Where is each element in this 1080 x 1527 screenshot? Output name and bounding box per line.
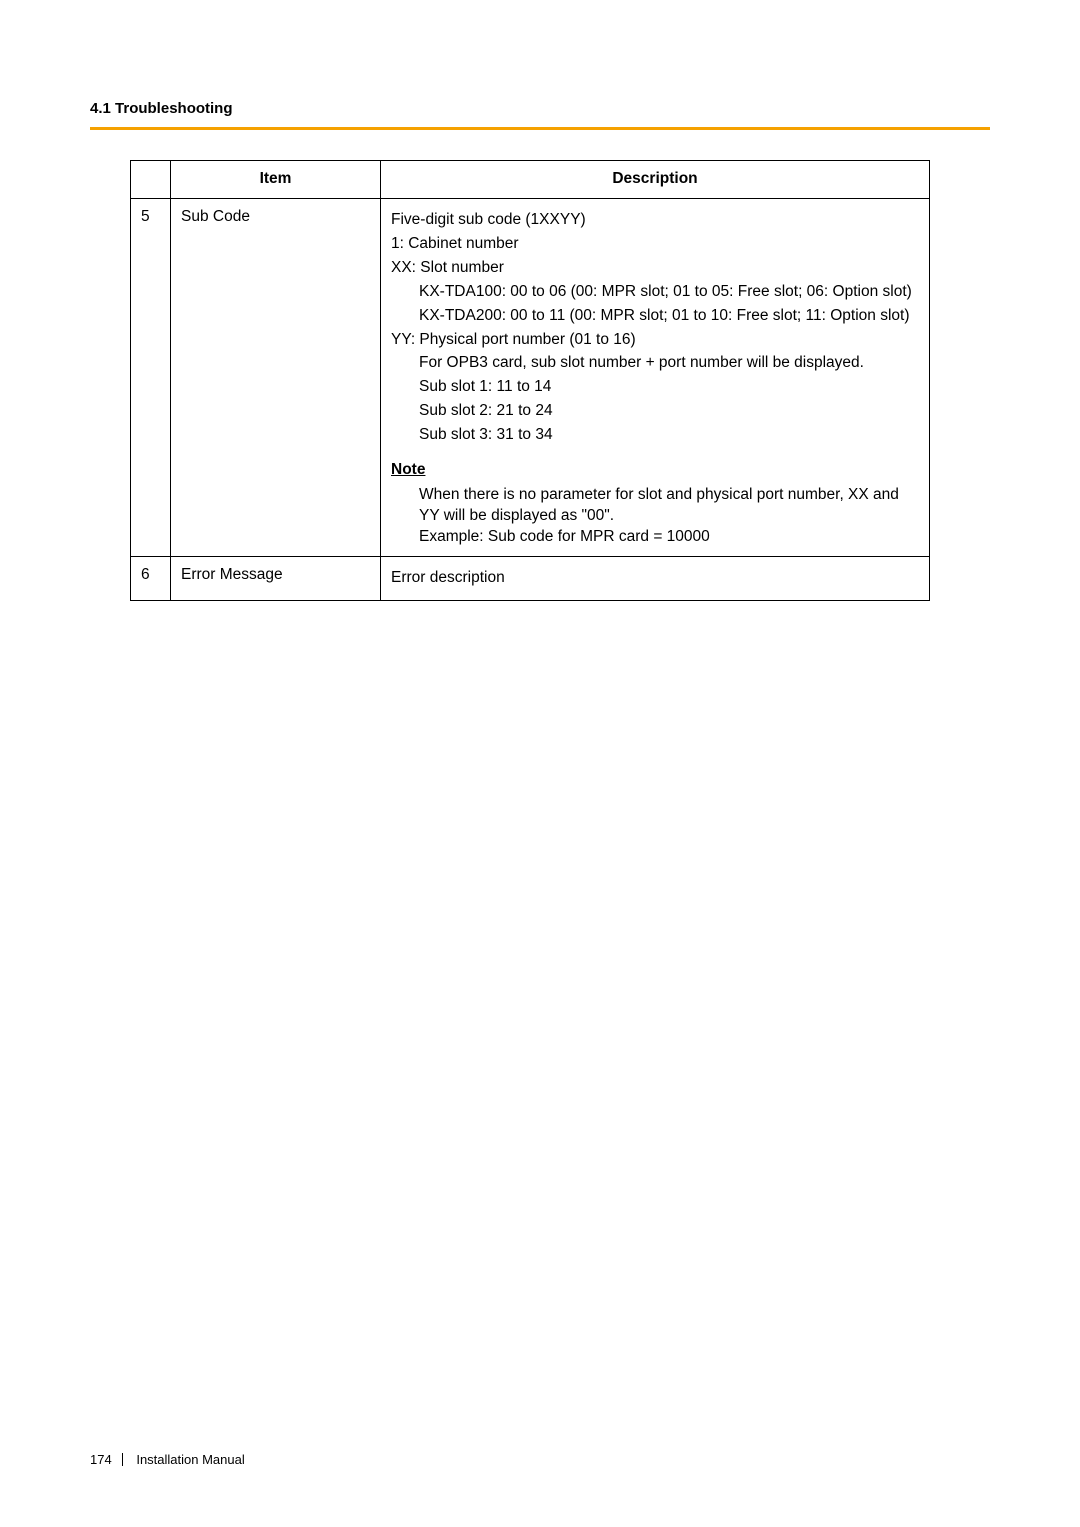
table-row: 5 Sub Code Five-digit sub code (1XXYY) 1… bbox=[131, 198, 930, 556]
footer-page-number: 174 bbox=[90, 1453, 123, 1466]
page: 4.1 Troubleshooting Item Description 5 S… bbox=[0, 0, 1080, 1527]
troubleshooting-table: Item Description 5 Sub Code Five-digit s… bbox=[130, 160, 930, 601]
page-footer: 174 Installation Manual bbox=[90, 1452, 245, 1467]
col-header-blank bbox=[131, 161, 171, 199]
row-description: Error description bbox=[381, 556, 930, 600]
desc-line: YY: Physical port number (01 to 16) bbox=[391, 330, 919, 351]
desc-line: Sub slot 1: 11 to 14 bbox=[391, 377, 919, 398]
section-rule bbox=[90, 127, 990, 130]
desc-line: 1: Cabinet number bbox=[391, 234, 919, 255]
row-number: 5 bbox=[131, 198, 171, 556]
table-wrap: Item Description 5 Sub Code Five-digit s… bbox=[130, 160, 930, 601]
row-number: 6 bbox=[131, 556, 171, 600]
row-description: Five-digit sub code (1XXYY) 1: Cabinet n… bbox=[381, 198, 930, 556]
col-header-item: Item bbox=[171, 161, 381, 199]
desc-line: Five-digit sub code (1XXYY) bbox=[391, 210, 919, 231]
desc-line: Sub slot 2: 21 to 24 bbox=[391, 401, 919, 422]
section-heading: 4.1 Troubleshooting bbox=[90, 100, 990, 117]
note-body: When there is no parameter for slot and … bbox=[391, 485, 919, 548]
desc-line: For OPB3 card, sub slot number + port nu… bbox=[391, 353, 919, 374]
row-item: Error Message bbox=[171, 556, 381, 600]
desc-line: KX-TDA100: 00 to 06 (00: MPR slot; 01 to… bbox=[391, 282, 919, 303]
note-label: Note bbox=[391, 460, 919, 481]
footer-title: Installation Manual bbox=[136, 1453, 244, 1466]
table-row: 6 Error Message Error description bbox=[131, 556, 930, 600]
desc-line: Error description bbox=[391, 568, 919, 589]
desc-line: XX: Slot number bbox=[391, 258, 919, 279]
col-header-description: Description bbox=[381, 161, 930, 199]
desc-line: Sub slot 3: 31 to 34 bbox=[391, 425, 919, 446]
table-header-row: Item Description bbox=[131, 161, 930, 199]
desc-line: KX-TDA200: 00 to 11 (00: MPR slot; 01 to… bbox=[391, 306, 919, 327]
row-item: Sub Code bbox=[171, 198, 381, 556]
